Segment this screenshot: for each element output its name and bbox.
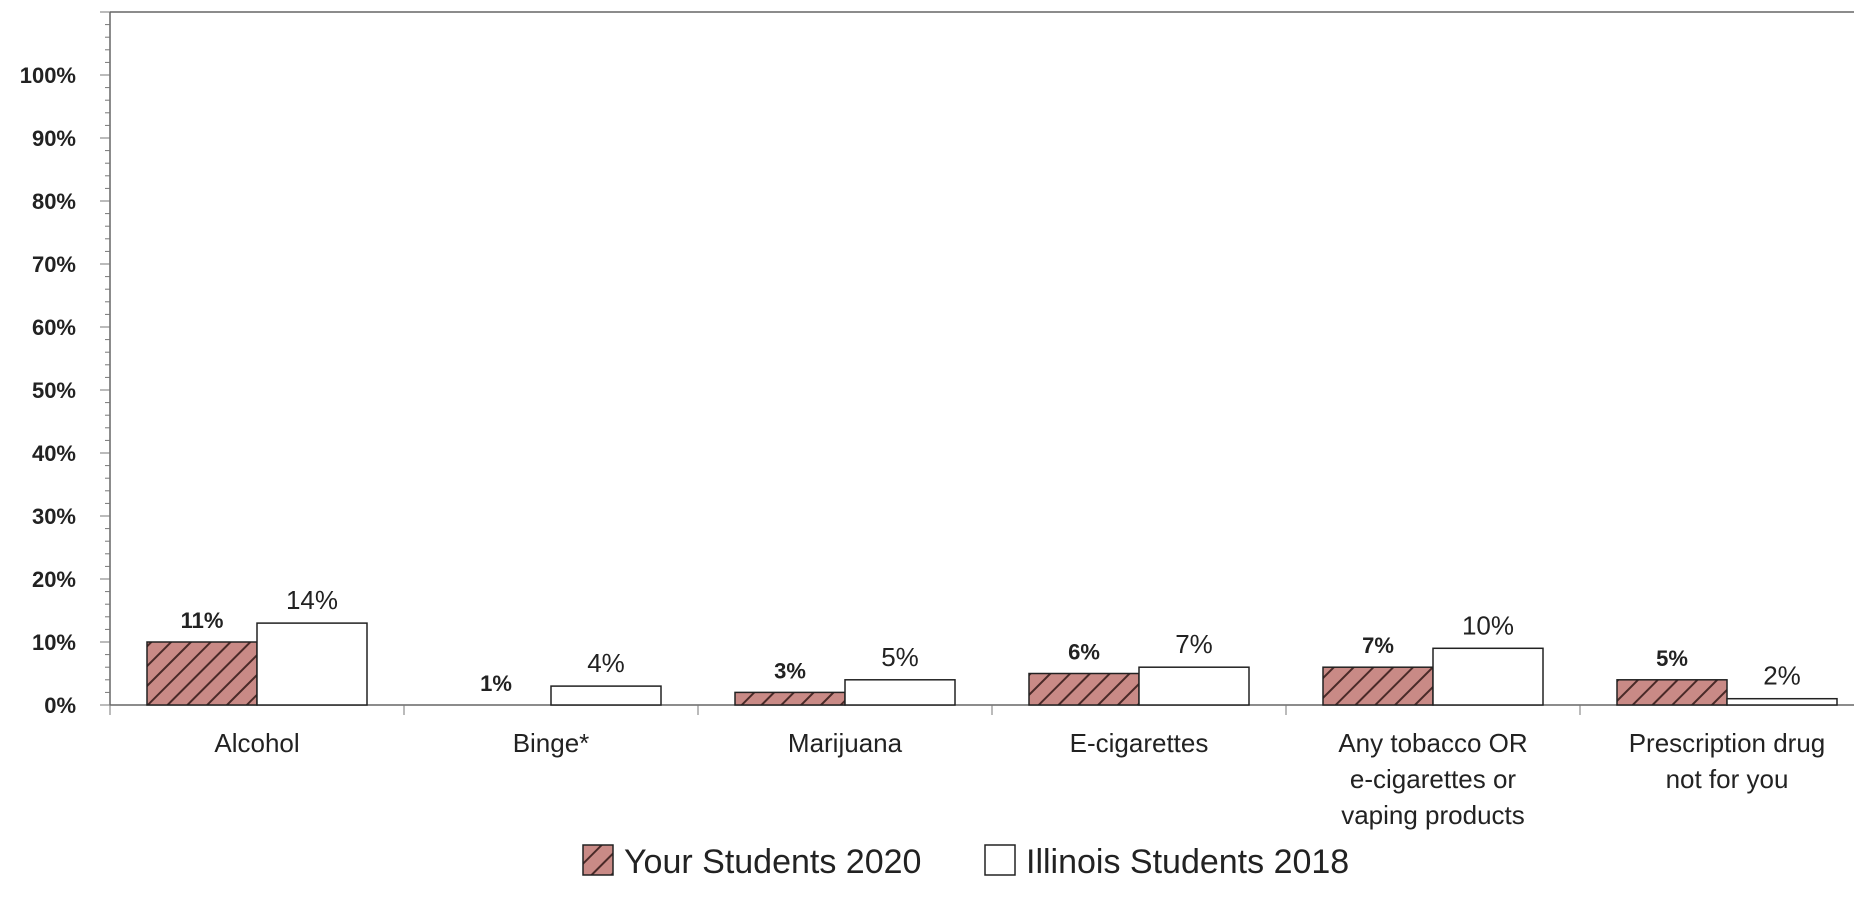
y-tick-label: 70%: [32, 252, 76, 277]
category-label: e-cigarettes or: [1350, 764, 1517, 794]
category-label: Alcohol: [214, 728, 299, 758]
data-label-your-students-2020: 1%: [480, 671, 512, 696]
bar-illinois-students-2018: [1432, 647, 1544, 706]
y-tick-label: 10%: [32, 630, 76, 655]
data-label-your-students-2020: 6%: [1068, 640, 1100, 665]
category-label: vaping products: [1341, 800, 1525, 830]
data-label-illinois-students-2018: 4%: [587, 648, 625, 678]
category-label: Marijuana: [788, 728, 903, 758]
y-tick-label: 0%: [44, 693, 76, 718]
data-label-illinois-students-2018: 14%: [286, 585, 338, 615]
category-label: Prescription drug: [1629, 728, 1826, 758]
data-label-illinois-students-2018: 7%: [1175, 629, 1213, 659]
data-label-illinois-students-2018: 10%: [1462, 610, 1514, 640]
labels: 0% 10% 20% 30% 40% 50% 60% 70% 80% 90% 100% 11% 14% A…: [20, 63, 1826, 830]
bar-illinois-students-2018: [256, 622, 368, 706]
bar-your-students-2020: [1322, 666, 1434, 706]
y-tick-label: 40%: [32, 441, 76, 466]
category-label: E-cigarettes: [1070, 728, 1209, 758]
axes: [100, 11, 1854, 715]
data-label-your-students-2020: 11%: [181, 608, 224, 633]
legend-swatch-illinois-students-2018: [984, 844, 1016, 876]
y-tick-label: 20%: [32, 567, 76, 592]
data-label-your-students-2020: 3%: [774, 658, 806, 683]
y-tick-label: 50%: [32, 378, 76, 403]
y-tick-label: 30%: [32, 504, 76, 529]
bar-your-students-2020: [146, 641, 258, 706]
category-label: Any tobacco OR: [1338, 728, 1527, 758]
bar-your-students-2020: [1028, 672, 1140, 706]
bar-your-students-2020: [1616, 679, 1728, 706]
data-label-your-students-2020: 7%: [1362, 633, 1394, 658]
data-label-illinois-students-2018: 5%: [881, 642, 919, 672]
legend-swatch-your-students-2020: [582, 844, 614, 876]
legend-label-illinois-students-2018: Illinois Students 2018: [1026, 843, 1349, 881]
data-label-illinois-students-2018: 2%: [1763, 661, 1801, 691]
bar-your-students-2020: [734, 691, 846, 706]
y-tick-label: 80%: [32, 189, 76, 214]
data-label-your-students-2020: 5%: [1656, 646, 1688, 671]
y-tick-label: 90%: [32, 126, 76, 151]
y-tick-label: 100%: [20, 63, 76, 88]
legend-label-your-students-2020: Your Students 2020: [624, 843, 921, 881]
legend: Your Students 2020 Illinois Students 2018: [582, 843, 1349, 881]
y-tick-label: 60%: [32, 315, 76, 340]
bars: [146, 622, 1838, 706]
category-label: not for you: [1666, 764, 1789, 794]
bar-illinois-students-2018: [550, 685, 662, 706]
bar-illinois-students-2018: [1726, 697, 1838, 706]
bar-illinois-students-2018: [1138, 666, 1250, 706]
bar-illinois-students-2018: [844, 679, 956, 706]
category-label: Binge*: [513, 728, 590, 758]
